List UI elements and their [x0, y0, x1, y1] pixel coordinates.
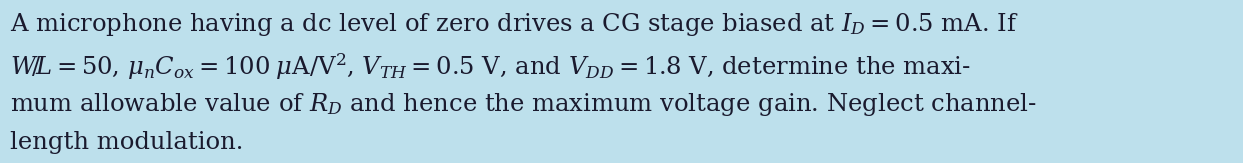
Text: mum allowable value of $R_D$ and hence the maximum voltage gain. Neglect channel: mum allowable value of $R_D$ and hence t… — [10, 91, 1037, 118]
Text: $W\!/\!L = 50$, $\mu_n C_{ox} = 100\;\mu$A/V$^2$, $V_{TH} = 0.5$ V, and $V_{DD} : $W\!/\!L = 50$, $\mu_n C_{ox} = 100\;\mu… — [10, 51, 971, 82]
Text: length modulation.: length modulation. — [10, 131, 244, 154]
Text: A microphone having a dc level of zero drives a CG stage biased at $I_D = 0.5$ m: A microphone having a dc level of zero d… — [10, 11, 1019, 38]
